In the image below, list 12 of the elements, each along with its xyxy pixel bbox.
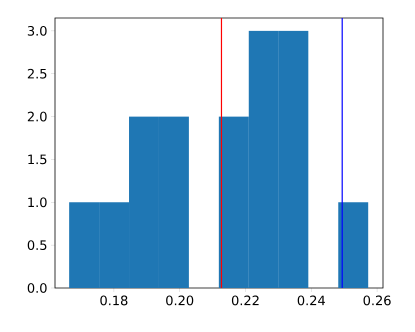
x-tick-label: 0.26 (364, 296, 391, 306)
x-tick-label: 0.22 (232, 296, 259, 306)
y-tick-label: 2.0 (28, 112, 47, 122)
y-tick-label: 1.5 (28, 154, 46, 164)
y-tick-label: 3.0 (28, 26, 47, 36)
x-tick-label: 0.20 (166, 296, 194, 306)
x-tick-label: 0.18 (100, 296, 128, 306)
x-tick-label: 0.24 (298, 296, 325, 306)
y-tick-label: 0.0 (28, 283, 47, 293)
y-tick-label: 2.5 (28, 68, 46, 79)
y-tick-label: 0.5 (28, 240, 46, 250)
y-tick-label: 1.0 (28, 197, 47, 208)
